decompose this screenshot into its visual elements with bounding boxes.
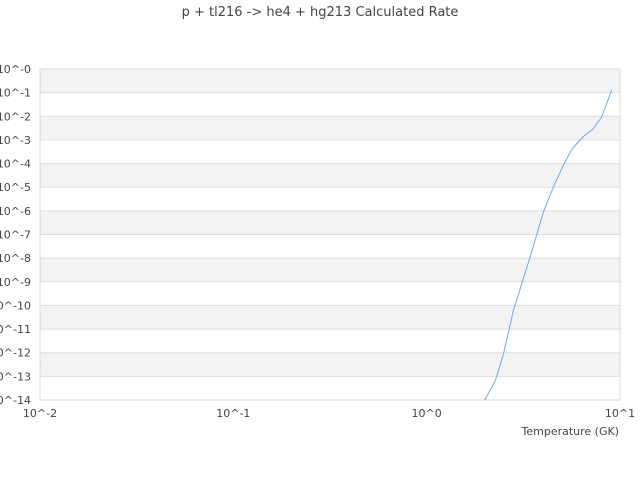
x-axis-label: Temperature (GK) [521, 425, 620, 438]
x-axis-ticks: 10^-2 10^-1 10^0 10^1 [23, 407, 635, 420]
plot-band [40, 69, 620, 93]
plot-band [40, 116, 620, 140]
y-tick-label: 10^-2 [0, 110, 31, 123]
x-tick-label: 10^0 [412, 407, 442, 420]
plot-band [40, 258, 620, 282]
y-tick-label: 10^-12 [0, 347, 31, 360]
x-tick-label: 10^-1 [216, 407, 250, 420]
x-tick-label: 10^1 [605, 407, 635, 420]
x-tick-label: 10^-2 [23, 407, 57, 420]
plot-frame [39, 68, 621, 401]
y-tick-label: 10^-6 [0, 205, 31, 218]
plot-bands [40, 69, 620, 377]
y-tick-label: 10^-3 [0, 134, 31, 147]
chart-title: p + tl216 -> he4 + hg213 Calculated Rate [182, 5, 459, 20]
plot-band [40, 352, 620, 377]
y-tick-label: 10^-0 [0, 63, 31, 76]
series-lines [484, 89, 613, 401]
plot-band [40, 163, 620, 188]
y-tick-label: 10^-4 [0, 158, 31, 171]
y-tick-label: 10^-10 [0, 299, 31, 312]
series-line-0 [484, 89, 613, 401]
y-tick-label: 10^-13 [0, 370, 31, 383]
plot-band [40, 210, 620, 235]
y-tick-label: 10^-5 [0, 181, 31, 194]
y-tick-label: 10^-8 [0, 252, 31, 265]
y-tick-label: 10^-14 [0, 394, 31, 407]
y-tick-label: 10^-11 [0, 323, 31, 336]
y-tick-label: 10^-1 [0, 87, 31, 100]
y-tick-label: 10^-9 [0, 276, 31, 289]
gridlines [40, 68, 620, 401]
plot-band [40, 305, 620, 330]
y-tick-label: 10^-7 [0, 229, 31, 242]
y-axis-ticks: 10^-0 10^-1 10^-2 10^-3 10^-4 10^-5 10^-6 10^-7… [0, 63, 31, 407]
